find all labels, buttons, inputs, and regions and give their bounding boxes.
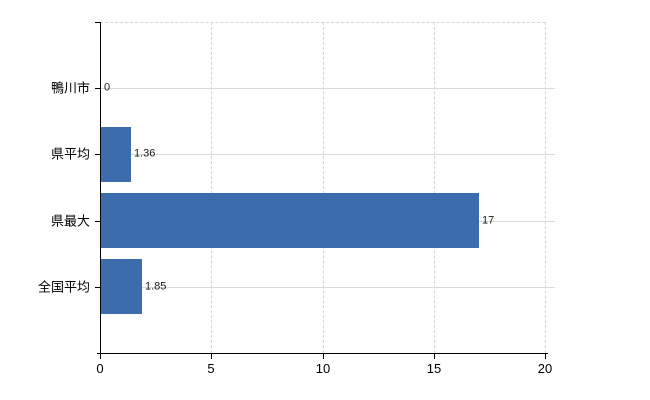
plot-top-gridline — [100, 22, 545, 23]
value-label: 1.85 — [145, 280, 167, 293]
vertical-gridline — [545, 22, 546, 353]
y-axis-end-tick — [95, 22, 100, 23]
vertical-gridline — [323, 22, 324, 353]
vertical-gridline — [434, 22, 435, 353]
vertical-gridline — [211, 22, 212, 353]
bar — [101, 127, 131, 182]
x-tick-label: 20 — [537, 361, 553, 376]
y-axis-tick — [95, 287, 100, 288]
x-tick-label: 5 — [207, 361, 215, 376]
x-tick-label: 10 — [315, 361, 331, 376]
value-label: 17 — [482, 214, 495, 227]
bar — [101, 193, 479, 248]
bar — [101, 259, 142, 314]
value-label: 1.36 — [134, 147, 156, 160]
value-label: 0 — [104, 81, 111, 94]
y-axis-tick — [95, 221, 100, 222]
horizontal-gridline — [100, 287, 555, 288]
x-tick-label: 15 — [426, 361, 442, 376]
x-axis-tick — [434, 354, 435, 359]
horizontal-gridline — [100, 154, 555, 155]
y-axis-tick — [95, 154, 100, 155]
x-axis-tick — [323, 354, 324, 359]
category-label: 全国平均 — [37, 279, 90, 295]
x-axis — [97, 353, 548, 354]
category-label: 県最大 — [50, 213, 90, 229]
category-label: 鴨川市 — [50, 80, 90, 96]
horizontal-gridline — [100, 88, 555, 89]
x-axis-tick — [100, 354, 101, 359]
y-axis — [100, 22, 101, 354]
x-axis-tick — [545, 354, 546, 359]
x-tick-label: 0 — [96, 361, 104, 376]
y-axis-tick — [95, 88, 100, 89]
x-axis-tick — [211, 354, 212, 359]
category-label: 県平均 — [50, 146, 90, 162]
